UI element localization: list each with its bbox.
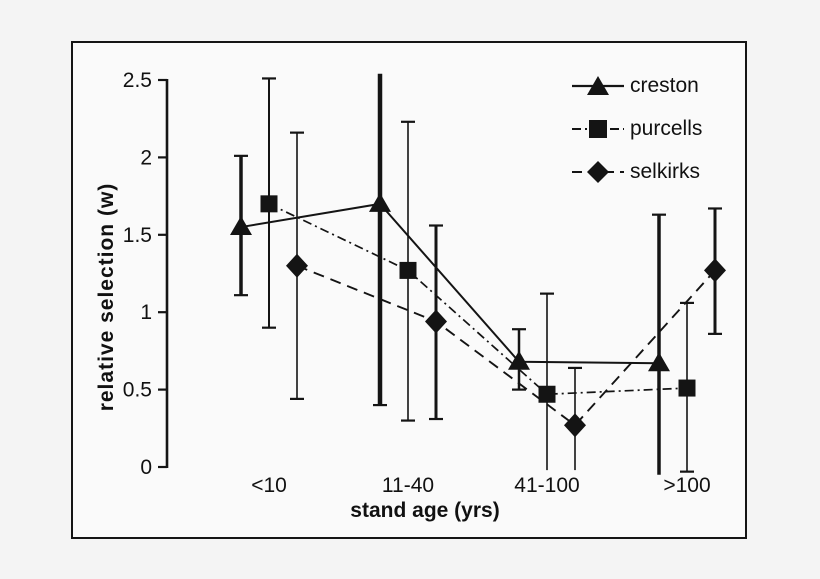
purcells-data-point-marker bbox=[678, 379, 696, 397]
chart-plot-area: 0 0.5 1 1.5 2 2.5 <10 11-40 41-100 >100 bbox=[123, 69, 726, 497]
legend-label-purcells: purcells bbox=[630, 117, 703, 140]
purcells-series-line bbox=[268, 203, 688, 396]
y-axis-tick-label: 1 bbox=[140, 301, 152, 324]
y-axis-title: relative selection (w) bbox=[95, 182, 118, 412]
chart-legend: creston purcells selkirks bbox=[571, 64, 702, 193]
purcells-data-point-marker bbox=[399, 261, 417, 279]
y-axis-tick-label: 0.5 bbox=[123, 379, 152, 402]
creston-data-point-marker bbox=[230, 216, 252, 236]
selkirks-line-diamond-icon bbox=[572, 160, 624, 183]
figure-panel: 0 0.5 1 1.5 2 2.5 <10 11-40 41-100 >100 relative … bbox=[71, 41, 747, 539]
legend-label-creston: creston bbox=[630, 74, 699, 97]
creston-series-line bbox=[240, 202, 660, 365]
x-axis-tick-label: <10 bbox=[251, 474, 287, 497]
y-axis-tick-label: 2 bbox=[140, 146, 152, 169]
y-axis-tick-label: 1.5 bbox=[123, 224, 152, 247]
selkirks-data-point-marker bbox=[564, 413, 586, 438]
purcells-data-point-marker bbox=[260, 195, 278, 213]
legend-label-selkirks: selkirks bbox=[630, 160, 701, 183]
x-axis-tick-label: >100 bbox=[663, 474, 710, 497]
legend-item-purcells: purcells bbox=[571, 107, 702, 150]
y-axis-tick-label: 0 bbox=[140, 456, 152, 479]
x-axis-tick-label: 11-40 bbox=[382, 474, 434, 497]
selkirks-series-line bbox=[296, 264, 716, 427]
selkirks-data-point-marker bbox=[425, 309, 447, 334]
selkirks-data-point-marker bbox=[704, 258, 726, 283]
creston-line-triangle-icon bbox=[572, 75, 624, 95]
legend-item-selkirks: selkirks bbox=[571, 150, 702, 193]
x-axis-tick-label: 41-100 bbox=[514, 474, 579, 497]
creston-data-point-marker bbox=[508, 350, 530, 370]
creston-data-point-marker bbox=[369, 192, 391, 212]
purcells-data-point-marker bbox=[538, 385, 556, 403]
selkirks-data-point-marker bbox=[286, 253, 308, 278]
purcells-line-square-icon bbox=[572, 119, 624, 138]
creston-data-point-marker bbox=[648, 352, 670, 372]
y-axis-tick-label: 2.5 bbox=[123, 69, 152, 92]
legend-item-creston: creston bbox=[571, 64, 702, 107]
x-axis-title: stand age (yrs) bbox=[350, 499, 500, 522]
